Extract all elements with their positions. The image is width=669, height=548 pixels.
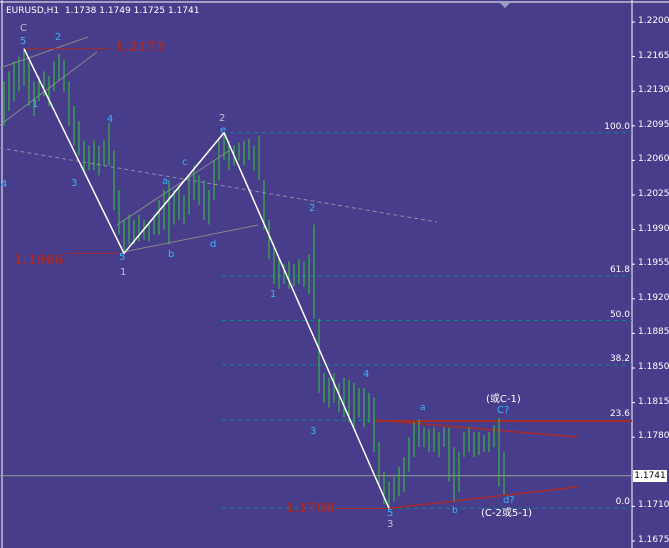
high-value: 1.1749 — [99, 6, 131, 16]
wave-label: 4 — [363, 369, 370, 380]
axis-tick-label: 1.1675 — [638, 535, 669, 545]
wave-label: 2 — [55, 32, 62, 43]
wave-label: 4 — [107, 114, 114, 125]
wave-label: b — [452, 506, 458, 516]
wave-label: 1 — [32, 99, 39, 110]
wave-label: C — [20, 23, 27, 34]
wave-label: d — [210, 239, 217, 250]
wave-label: a — [162, 176, 169, 187]
zigzag-line — [23, 48, 390, 509]
wave-label: (C-2或5-1) — [481, 508, 533, 519]
current-price-tag: 1.1741 — [633, 470, 667, 482]
price-label-high: 1.2173 — [115, 40, 165, 55]
axis-tick-label: 1.1990 — [638, 223, 669, 234]
axis-tick-label: 1.1780 — [638, 431, 669, 442]
channel-line — [0, 36, 89, 69]
wave-label: 5 — [20, 36, 27, 47]
fib-level-label: 38.2 — [609, 354, 630, 365]
axis-tick-label: 1.1815 — [638, 396, 669, 407]
price-label-mid: 1.1966 — [14, 253, 64, 268]
wave-label: 2 — [309, 203, 316, 214]
wave-label: C? — [497, 405, 510, 416]
wave-label: 3 — [387, 519, 394, 530]
wave-label: e — [220, 125, 227, 136]
wave-label: b — [168, 249, 175, 260]
axis-tick-label: 1.2200 — [638, 16, 669, 26]
axis-tick-label: 1.1850 — [638, 362, 669, 372]
axis-tick-label: 1.1710 — [638, 500, 669, 511]
fib-level-label: 100.0 — [604, 121, 630, 132]
wave-label: a — [420, 403, 426, 413]
axis-tick-label: 1.2060 — [638, 154, 669, 165]
wave-label: 1 — [120, 267, 127, 278]
axis-tick-label: 1.1885 — [638, 327, 669, 338]
fib-level-label: 50.0 — [609, 309, 630, 320]
axis-tick-label: 1.1920 — [638, 292, 669, 303]
axis-tick-label: 1.1955 — [638, 258, 669, 269]
chart-header: EURUSD,H1 1.1738 1.1749 1.1725 1.1741 — [6, 6, 199, 16]
axis-tick-label: 1.2025 — [638, 189, 669, 199]
wave-label: 2 — [219, 113, 226, 124]
price-label-low: 1.1708 — [285, 501, 335, 516]
wave-label: c — [182, 157, 188, 168]
fib-level-label: 0.0 — [615, 497, 630, 508]
close-value: 1.1741 — [167, 6, 200, 16]
channel-line — [116, 149, 231, 226]
axis-tick-label: 1.2130 — [638, 85, 669, 96]
wave-label: 3 — [71, 178, 78, 189]
wave-label: 3 — [310, 426, 317, 437]
open-value: 1.1738 — [64, 6, 97, 16]
triangle-upper-line — [374, 419, 578, 438]
low-value: 1.1725 — [133, 6, 166, 16]
wave-label: 1 — [270, 289, 277, 300]
shift-marker-icon — [500, 3, 510, 8]
symbol-label: EURUSD,H1 — [6, 6, 60, 16]
channel-line — [122, 224, 259, 253]
triangle-lower-line — [388, 486, 578, 510]
wave-label: 5 — [387, 508, 394, 519]
wave-label: 5 — [119, 252, 126, 263]
fib-level-label: 23.6 — [609, 409, 630, 420]
trendline-dashed — [0, 147, 438, 223]
axis-tick-label: 1.2095 — [638, 119, 669, 130]
fib-level-label: 61.8 — [609, 265, 630, 276]
wave-label: (或C-1) — [486, 394, 521, 405]
wave-label: d? — [503, 495, 515, 506]
axis-tick-label: 1.2165 — [638, 50, 669, 61]
wave-label: 4 — [1, 179, 8, 190]
